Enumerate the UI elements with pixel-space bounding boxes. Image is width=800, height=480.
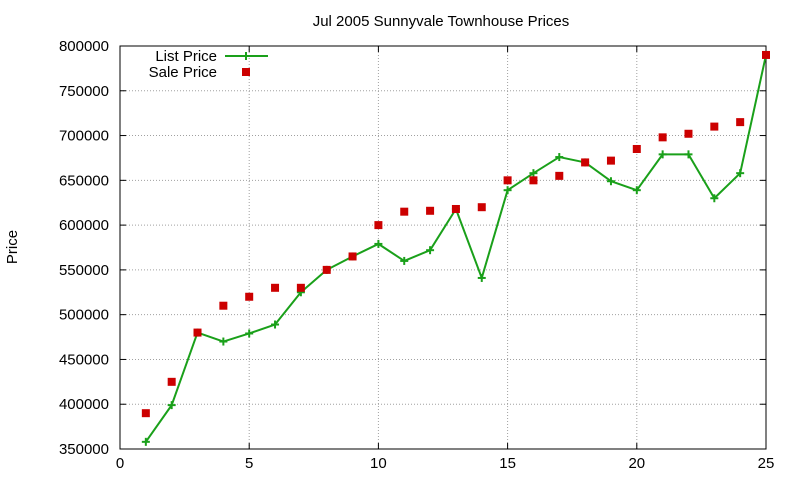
- list-price-point: [684, 150, 693, 159]
- y-tick-label: 650000: [59, 172, 109, 189]
- grid: [120, 46, 766, 449]
- legend-square-swatch: [242, 68, 250, 76]
- list-price-series: [141, 50, 770, 446]
- sale-price-point: [477, 203, 486, 212]
- list-price-point: [606, 177, 615, 186]
- list-price-point: [736, 169, 745, 178]
- sale-price-point: [606, 156, 615, 165]
- x-tick-label: 10: [370, 455, 387, 472]
- sale-price-point: [296, 283, 305, 292]
- sale-price-point: [581, 158, 590, 167]
- chart-title: Jul 2005 Sunnyvale Townhouse Prices: [313, 13, 570, 30]
- y-tick-label: 450000: [59, 351, 109, 368]
- y-tick-label: 700000: [59, 128, 109, 145]
- list-price-point: [710, 194, 719, 203]
- list-price-point: [555, 153, 564, 162]
- sale-price-point: [555, 171, 564, 180]
- sale-price-point: [529, 176, 538, 185]
- axis-ticks: 0 5 10 15 20 25 350000 400000 450000 500000 550000…: [59, 38, 774, 472]
- sale-price-point: [632, 144, 641, 153]
- sale-price-point: [193, 328, 202, 337]
- legend-plus-swatch: [242, 52, 250, 60]
- list-price-line: [145, 54, 767, 443]
- sale-price-point: [710, 122, 719, 131]
- x-tick-label: 25: [758, 455, 775, 472]
- sale-price-series: [141, 50, 770, 418]
- list-price-point: [529, 169, 538, 178]
- plot-frame: [119, 45, 767, 450]
- legend-label: Sale Price: [149, 64, 217, 81]
- sale-price-point: [658, 133, 667, 142]
- x-tick-label: 15: [499, 455, 516, 472]
- sale-price-point: [141, 409, 150, 418]
- y-tick-label: 800000: [59, 38, 109, 55]
- series: [141, 50, 770, 446]
- y-axis-label: Price: [4, 230, 21, 264]
- sale-price-point: [684, 129, 693, 138]
- y-tick-label: 350000: [59, 441, 109, 458]
- list-price-point: [426, 246, 435, 255]
- list-price-point: [167, 401, 176, 410]
- list-price-point: [503, 186, 512, 195]
- sale-price-point: [503, 176, 512, 185]
- sale-price-point: [348, 252, 357, 261]
- list-price-point: [477, 273, 486, 282]
- sale-price-point: [451, 204, 460, 213]
- list-price-point: [141, 437, 150, 446]
- sale-price-point: [167, 377, 176, 386]
- list-price-point: [632, 186, 641, 195]
- list-price-point: [271, 320, 280, 329]
- legend-entry-sale-price: Sale Price: [149, 64, 250, 81]
- sale-price-point: [762, 50, 770, 59]
- y-tick-label: 550000: [59, 262, 109, 279]
- x-tick-label: 20: [628, 455, 645, 472]
- sale-price-point: [374, 221, 383, 230]
- list-price-point: [374, 239, 383, 248]
- sale-price-point: [245, 292, 254, 301]
- sale-price-point: [400, 207, 409, 216]
- y-tick-label: 600000: [59, 217, 109, 234]
- x-tick-label: 5: [245, 455, 253, 472]
- legend-label: List Price: [155, 48, 217, 65]
- sale-price-point: [426, 206, 435, 215]
- list-price-point: [658, 150, 667, 159]
- y-tick-label: 400000: [59, 396, 109, 413]
- list-price-point: [245, 329, 254, 338]
- list-price-point: [219, 337, 228, 346]
- x-tick-label: 0: [116, 455, 124, 472]
- sale-price-point: [736, 118, 745, 127]
- sale-price-point: [219, 301, 228, 310]
- list-price-point: [400, 256, 409, 265]
- y-tick-label: 750000: [59, 83, 109, 100]
- y-tick-label: 500000: [59, 307, 109, 324]
- sale-price-point: [322, 265, 331, 274]
- sale-price-point: [271, 283, 280, 292]
- legend-entry-list-price: List Price: [155, 48, 268, 65]
